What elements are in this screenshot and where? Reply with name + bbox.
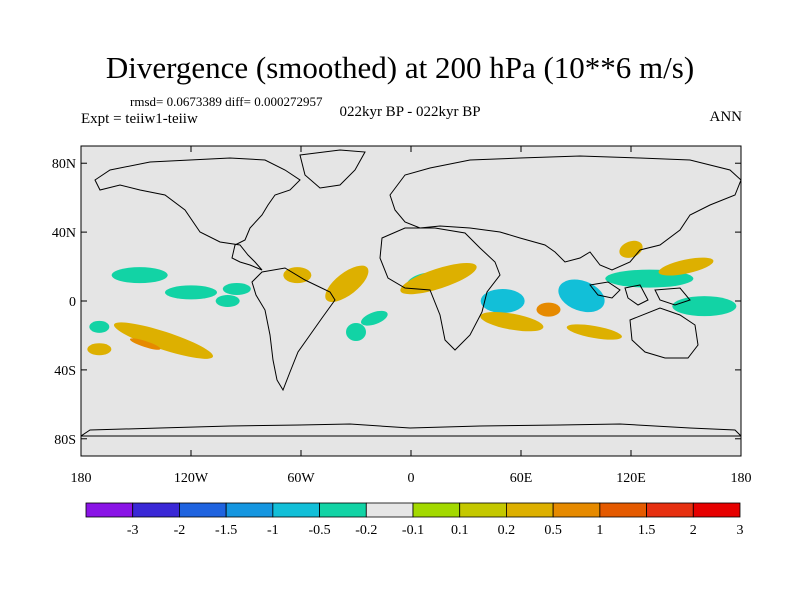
period-label: 022kyr BP - 022kyr BP: [339, 104, 481, 120]
anomaly-region: [566, 324, 622, 340]
longitude-label: 120E: [616, 471, 646, 486]
colorbar-label: 1: [596, 523, 603, 538]
colorbar-label: 0.2: [498, 523, 516, 538]
anomaly-region: [400, 263, 477, 295]
colorbar-swatch: [272, 502, 320, 518]
colorbar-swatch: [225, 502, 274, 518]
maritime-continent-coast: [589, 281, 691, 306]
stats-label: rmsd= 0.0673389 diff= 0.000272957: [130, 94, 323, 109]
colorbar-label: 0.1: [451, 523, 469, 538]
coastlines: [81, 149, 741, 437]
anomaly-region: [672, 296, 737, 317]
colorbar-swatch: [506, 502, 554, 518]
anomaly-region: [325, 265, 369, 302]
latitude-label: 0: [69, 295, 76, 310]
anomaly-layer: [87, 240, 737, 359]
longitude-label: 60E: [510, 471, 533, 486]
australia-coast: [629, 307, 699, 359]
north-america-coast: [94, 157, 301, 271]
colorbar-label: -0.2: [355, 523, 377, 538]
anomaly-region: [87, 343, 112, 356]
latitude-label: 40S: [54, 364, 76, 379]
colorbar-swatch: [599, 502, 647, 518]
longitude-label: 0: [408, 471, 415, 486]
anomaly-region: [658, 257, 714, 276]
colorbar-label: -0.1: [402, 523, 424, 538]
colorbar-swatch: [459, 502, 507, 518]
colorbar-swatch: [319, 502, 367, 518]
anomaly-region: [361, 310, 388, 326]
anomaly-region: [346, 323, 366, 341]
anomaly-region: [222, 282, 251, 295]
eurasia-coast: [389, 155, 741, 271]
experiment-label: Expt = teiiw1-teiiw: [81, 111, 198, 127]
colorbar-swatch: [179, 502, 227, 518]
longitude-label: 180: [731, 471, 752, 486]
colorbar-swatch: [365, 502, 414, 518]
colorbar-label: 1.5: [638, 523, 656, 538]
latitude-label: 80N: [52, 157, 76, 172]
colorbar-label: -2: [174, 523, 186, 538]
colorbar-swatch: [552, 502, 601, 518]
anomaly-region: [215, 295, 240, 307]
antarctica-coast: [81, 423, 741, 437]
colorbar-label: 3: [737, 523, 744, 538]
colorbar: -3 -2 -1.5 -1 -0.5 -0.2 -0.1 0.1 0.2 0.5 1 1.5 2 3: [85, 502, 744, 538]
anomaly-region: [536, 302, 561, 317]
colorbar-label: -3: [127, 523, 139, 538]
anomaly-region: [480, 312, 544, 332]
south-america-coast: [251, 267, 336, 392]
longitude-axis: 180 120W 60W 0 60E 120E 180: [71, 146, 752, 486]
colorbar-label: 0.5: [544, 523, 562, 538]
colorbar-label: 2: [690, 523, 697, 538]
colorbar-swatch: [646, 502, 694, 518]
season-label: ANN: [709, 109, 743, 125]
greenland-coast: [299, 149, 366, 189]
anomaly-region: [89, 320, 110, 333]
colorbar-label: -0.5: [308, 523, 330, 538]
latitude-axis: 80N 40N 0 40S 80S: [52, 157, 741, 448]
africa-coast: [379, 227, 501, 351]
longitude-label: 60W: [287, 471, 315, 486]
longitude-label: 120W: [174, 471, 209, 486]
map-title: Divergence (smoothed) at 200 hPa (10**6 …: [105, 50, 695, 85]
colorbar-swatch: [85, 502, 134, 518]
anomaly-region: [111, 267, 168, 284]
anomaly-region: [165, 285, 217, 300]
map-background: [81, 146, 741, 456]
anomaly-region: [558, 279, 605, 313]
anomaly-region: [480, 289, 525, 313]
colorbar-swatch: [132, 502, 180, 518]
colorbar-swatch: [412, 502, 461, 518]
colorbar-label: -1.5: [215, 523, 237, 538]
colorbar-swatch: [692, 502, 741, 518]
longitude-label: 180: [71, 471, 92, 486]
latitude-label: 80S: [54, 433, 76, 448]
anomaly-region: [129, 338, 161, 350]
colorbar-label: -1: [267, 523, 279, 538]
latitude-label: 40N: [52, 226, 76, 241]
anomaly-region: [113, 322, 214, 359]
